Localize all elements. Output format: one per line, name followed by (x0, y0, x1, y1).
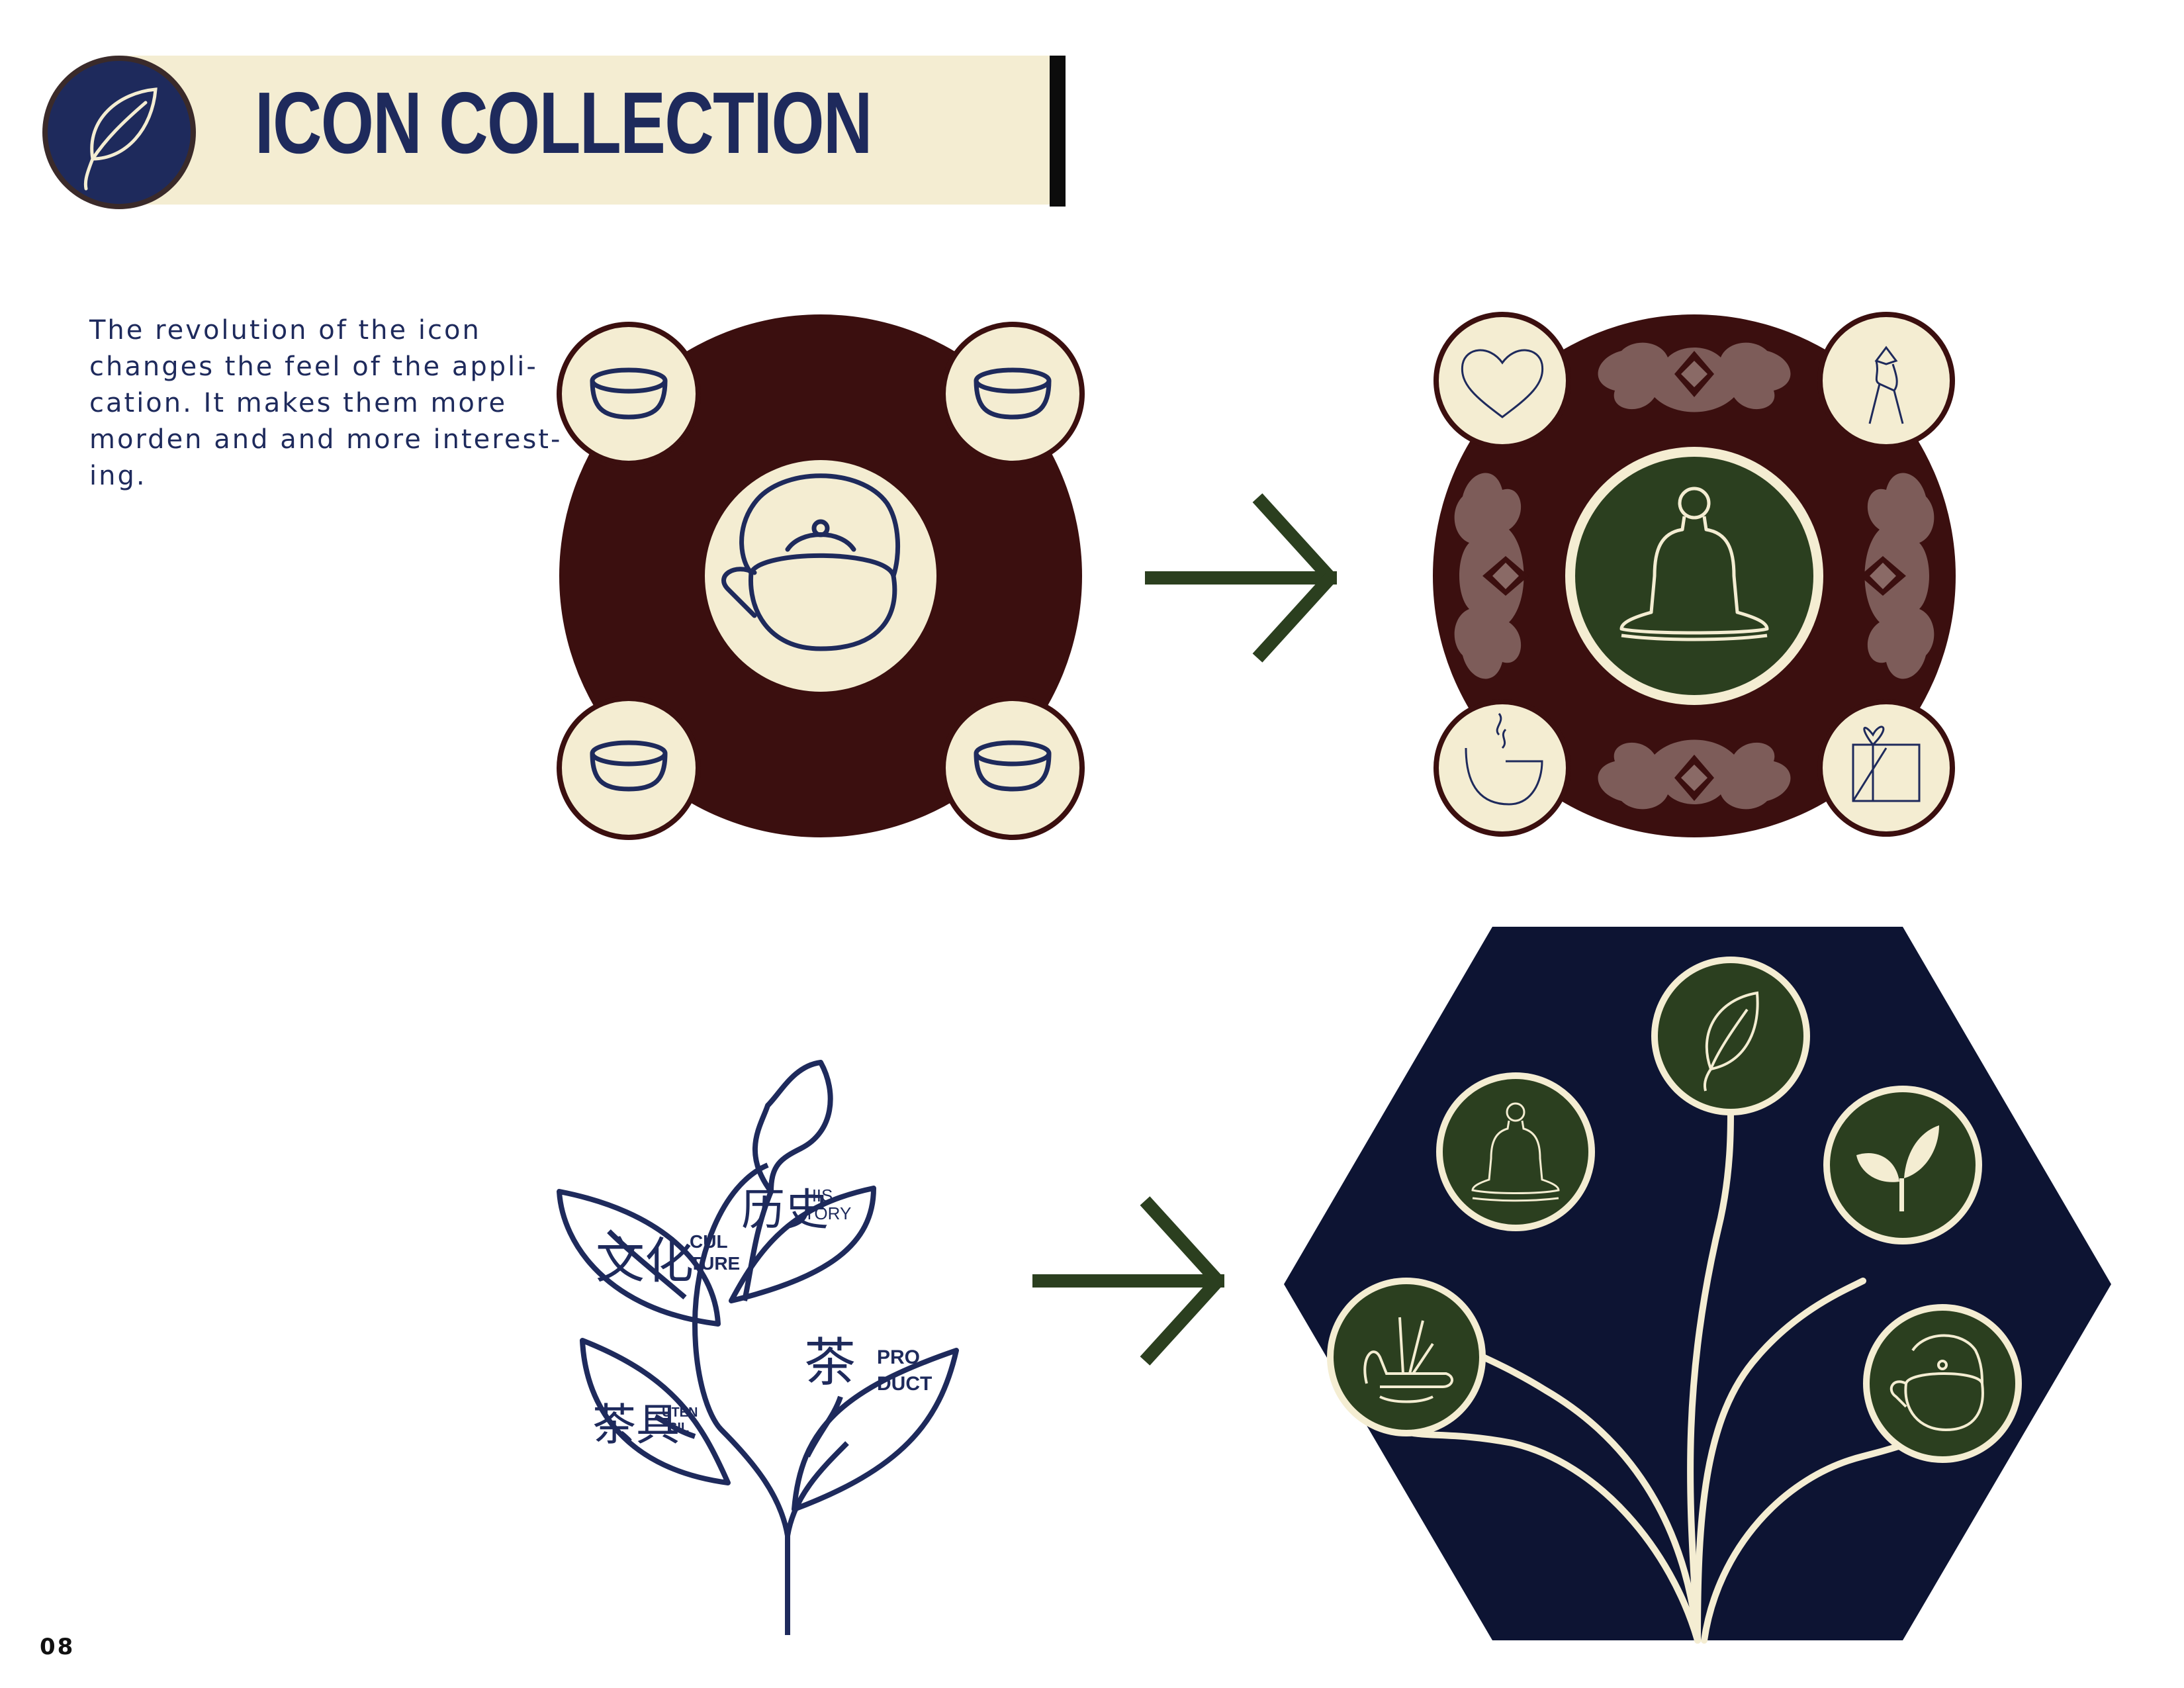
teapot-badge (705, 460, 936, 692)
incense-icon (1363, 1317, 1453, 1403)
meditation-icon (1471, 1102, 1560, 1202)
tea-cup-badge-top-left (557, 322, 701, 466)
center-branch (1687, 1109, 1734, 1644)
right-upper-branch (1694, 1278, 1866, 1644)
tea-cup-badge-bottom-left (557, 696, 701, 840)
teapot-icon (721, 473, 900, 651)
teapot-icon (1889, 1334, 1984, 1432)
culture-leaf (557, 1189, 721, 1327)
hexagon-icon-tree (1284, 927, 2111, 1644)
arrow-right-icon (1145, 493, 1337, 663)
old-icon-cluster (557, 314, 1085, 840)
culture-en-top-label: CUL (690, 1231, 728, 1252)
tree-stem (692, 1162, 790, 1635)
page-title: ICON COLLECTION (255, 74, 872, 171)
new-icon-cluster (1433, 312, 1956, 837)
tea-cup-badge-bottom-right (940, 696, 1085, 840)
gift-badge (1817, 699, 1955, 837)
steaming-cup-icon (1465, 713, 1543, 806)
product-en-bottom-label: DUCT (877, 1373, 932, 1395)
leaf-node (1651, 957, 1810, 1115)
figure-icon (1868, 346, 1904, 424)
left-lower-branch (1410, 1430, 1701, 1644)
meditation-node (1436, 1072, 1595, 1231)
meditation-icon (1619, 487, 1769, 641)
intro-line: ing. (89, 461, 147, 491)
logo-badge (42, 56, 196, 209)
leaf-tree-diagram: 文化 CUL TURE HIS TORY 历史 茶 PRO DUCT 茶具 UT… (557, 1060, 959, 1635)
history-en-top-label: HIS (804, 1186, 833, 1205)
tea-cup-icon (974, 367, 1052, 420)
product-cn-label: 茶 (804, 1333, 856, 1391)
utensil-en-top-label: UTEN (662, 1405, 698, 1420)
history-cn-label: 历史 (741, 1185, 829, 1234)
tea-cup-badge-top-right (940, 322, 1085, 466)
sprout-node (1823, 1086, 1982, 1244)
intro-line: morden and and more interest- (89, 424, 563, 455)
page-number: 08 (40, 1634, 75, 1660)
steaming-cup-badge (1433, 699, 1571, 837)
heart-badge (1433, 312, 1571, 449)
figure-badge (1817, 312, 1955, 449)
utensil-cn-label: 茶具 (592, 1400, 680, 1449)
tea-cup-icon (974, 740, 1052, 792)
history-leaf (729, 1186, 876, 1303)
intro-line: cation. It makes them more (89, 388, 508, 418)
intro-line: The revolution of the icon (89, 315, 481, 346)
culture-cn-label: 文化 (596, 1233, 694, 1288)
incense-node (1327, 1278, 1486, 1436)
utensil-leaf (580, 1338, 731, 1485)
header-band (113, 56, 1059, 205)
intro-paragraph: The revolution of the icon changes the f… (89, 312, 563, 494)
teapot-node (1863, 1304, 2022, 1463)
bud-leaf (752, 1060, 833, 1194)
tea-cup-icon (590, 367, 668, 420)
utensil-en-bottom-label: SIL (668, 1421, 689, 1435)
leaf-icon (1704, 991, 1759, 1092)
culture-en-bottom-label: TURE (690, 1253, 740, 1274)
product-en-top-label: PRO (877, 1346, 920, 1368)
heart-icon (1461, 349, 1544, 418)
intro-line: changes the feel of the appli- (89, 352, 538, 382)
arrow-right-icon (1032, 1196, 1224, 1366)
sprout-icon (1856, 1125, 1939, 1211)
header-divider (1050, 56, 1066, 207)
leaf-icon (83, 87, 158, 191)
gift-icon (1852, 726, 1921, 802)
history-en-bottom-label: TORY (804, 1203, 851, 1223)
tea-cup-icon (590, 740, 668, 792)
